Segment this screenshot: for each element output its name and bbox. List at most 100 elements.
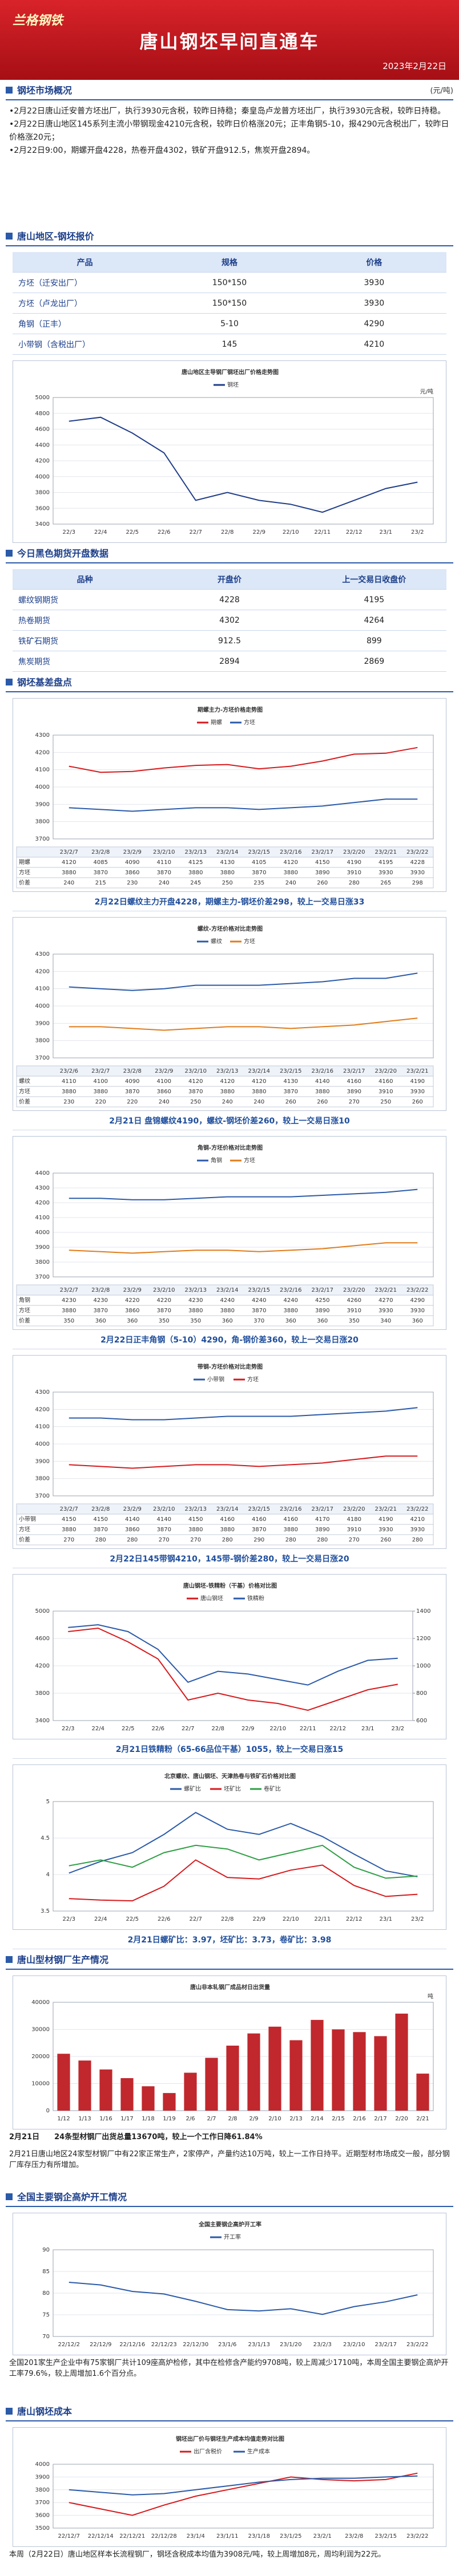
paragraph: 全国201家生产企业中有75家钢厂共计109座高炉检修，其中在检修含产能约970… — [9, 2359, 449, 2378]
column-header: 23/2/20 — [375, 1068, 397, 1074]
y-tick-label: 4200 — [35, 749, 50, 756]
table-cell: 3880 — [94, 1089, 108, 1095]
x-tick-label: 23/2/15 — [375, 2533, 397, 2540]
x-tick-label: 22/7 — [182, 1726, 194, 1732]
table-cell: 220 — [95, 1099, 106, 1105]
column-header: 23/2/15 — [248, 849, 270, 855]
legend-label: 螺矿比 — [184, 1785, 201, 1792]
y-tick-label: 3900 — [35, 801, 50, 808]
table-cell: 240 — [159, 880, 170, 886]
table-cell: 230 — [127, 880, 138, 886]
caption: 2月21日螺矿比：3.97，坯矿比：3.73，卷矿比：3.98 — [13, 1930, 446, 1949]
x-tick-label: 23/2/17 — [375, 2342, 397, 2348]
column-header: 23/2/16 — [311, 1068, 333, 1074]
y2-tick-label: 1400 — [416, 1608, 430, 1614]
table-cell: 螺纹钢期货 — [13, 590, 158, 610]
section-title: 钢坯市场概况 (元/吨) — [6, 80, 453, 100]
x-tick-label: 2/17 — [374, 2116, 386, 2122]
table-cell: 3870 — [252, 1308, 266, 1314]
column-header: 23/2/14 — [216, 849, 239, 855]
y-tick-label: 3400 — [35, 1718, 50, 1724]
table-cell: 3880 — [284, 870, 298, 876]
table-cell: 260 — [285, 1099, 296, 1105]
table-cell: 4120 — [252, 1078, 266, 1085]
title-text: 唐山型材钢厂生产情况 — [6, 1952, 108, 1966]
legend-label: 角钢 — [211, 1157, 222, 1164]
chart: 角钢-方坯价格对比走势图 3700 3800 3900 4000 4100 4200 4300… — [13, 1136, 446, 1330]
x-tick-label: 23/2/10 — [343, 2342, 365, 2348]
series-line — [68, 1624, 398, 1686]
table-cell: 4120 — [284, 859, 298, 866]
series-line — [69, 1017, 418, 1031]
bar — [163, 2093, 176, 2111]
row-label: 方坯 — [19, 1307, 30, 1314]
table-cell: 4090 — [125, 859, 139, 866]
x-tick-label: 1/12 — [57, 2116, 70, 2122]
series-line — [68, 1627, 398, 1711]
x-tick-label: 22/5 — [122, 1726, 134, 1732]
table-cell: 3930 — [301, 293, 446, 314]
table-cell: 360 — [95, 1318, 106, 1324]
chart: 北京螺纹、唐山钢坯、天津热卷与铁矿石价格对比图 3.5 4 4.5 5 螺矿比 坯矿比 卷矿比… — [13, 1764, 446, 1930]
plot-frame — [53, 735, 434, 839]
y-tick-label: 40000 — [31, 1999, 50, 2006]
y-tick-label: 10000 — [31, 2081, 50, 2087]
series-line — [69, 972, 418, 991]
x-tick-label: 22/8 — [221, 1916, 233, 1922]
row-label: 价差 — [19, 1317, 30, 1324]
y-tick-label: 4000 — [35, 2461, 50, 2468]
chart-title: 钢坯出厂价与钢坯生产成本均值走势对比图 — [176, 2435, 284, 2443]
column-header: 23/2/17 — [343, 1068, 365, 1074]
table-cell: 4228 — [157, 590, 302, 610]
table-row — [16, 877, 434, 889]
x-tick-label: 23/2 — [411, 529, 424, 536]
table-cell: 3860 — [125, 1527, 139, 1533]
y-tick-label: 4300 — [35, 1389, 50, 1395]
column-header: 23/2/15 — [248, 1287, 270, 1293]
y-tick-label: 75 — [42, 2312, 50, 2318]
table-cell: 360 — [317, 1318, 328, 1324]
lead: 2月21日 24条型材钢厂出货总量13670吨，较上一个工作日降61.84% — [9, 2133, 263, 2141]
table-cell: 4120 — [188, 1078, 203, 1085]
table-row — [16, 1534, 434, 1545]
table-header: 上一交易日收盘价 — [301, 569, 446, 590]
bar — [311, 2019, 324, 2111]
x-tick-label: 22/12 — [346, 1916, 363, 1922]
table-header: 规格 — [157, 252, 302, 273]
row-label: 方坯 — [19, 1088, 30, 1095]
column-header: 23/2/14 — [248, 1068, 270, 1074]
table-header: 开盘价 — [157, 569, 302, 590]
y-tick-label: 20000 — [31, 2054, 50, 2060]
row-label: 方坯 — [19, 1526, 30, 1533]
table-cell: 3930 — [410, 1089, 425, 1095]
bullets: •2月22日唐山迁安普方坯出厂，执行3930元含税，较昨日持稳；秦皇岛卢龙普方坯… — [0, 100, 459, 226]
legend-label: 方坯 — [244, 719, 255, 726]
table-cell: 3880 — [62, 870, 76, 876]
table-cell: 4085 — [94, 859, 108, 866]
table-cell: 360 — [222, 1318, 233, 1324]
table-cell: 370 — [253, 1318, 264, 1324]
table-cell: 4190 — [347, 859, 361, 866]
column-header: 23/2/17 — [311, 849, 333, 855]
x-tick-label: 22/8 — [212, 1726, 224, 1732]
x-tick-label: 22/9 — [253, 529, 265, 536]
column-header: 23/2/10 — [153, 1287, 175, 1293]
y-tick-label: 5000 — [35, 395, 50, 401]
series-line — [69, 1859, 418, 1902]
y-tick-label: 3700 — [35, 836, 50, 842]
table-cell: 方坯（卢龙出厂） — [13, 293, 158, 314]
y-tick-label: 0 — [46, 2108, 50, 2114]
table-cell: 3880 — [220, 1089, 235, 1095]
series-line — [69, 2472, 418, 2516]
table-cell: 4160 — [220, 1516, 235, 1523]
column-header: 23/2/16 — [280, 849, 302, 855]
y-tick-label: 3500 — [35, 2525, 50, 2532]
table-cell: 3860 — [125, 1308, 139, 1314]
x-tick-label: 23/1/25 — [280, 2533, 302, 2540]
table-cell: 热卷期货 — [13, 610, 158, 631]
table-cell: 3910 — [347, 1308, 361, 1314]
x-tick-label: 22/5 — [126, 1916, 139, 1922]
x-tick-label: 22/9 — [241, 1726, 254, 1732]
x-tick-label: 22/6 — [158, 529, 170, 536]
x-tick-label: 23/1/20 — [280, 2342, 302, 2348]
